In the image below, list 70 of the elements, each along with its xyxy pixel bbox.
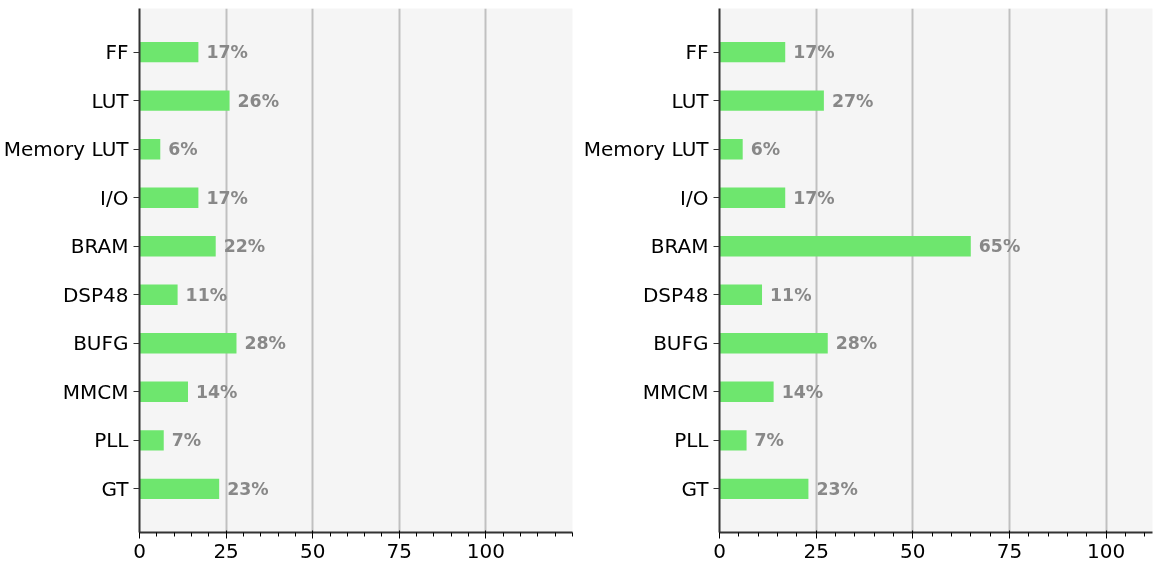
bar [719,236,971,257]
bar [719,381,774,402]
x-tick-label: 100 [466,538,505,563]
x-tick-label: 0 [133,538,146,563]
bar [719,430,747,451]
data-label: 17% [206,42,248,63]
data-label: 17% [793,187,835,208]
data-label: 7% [754,430,784,451]
y-tick-label: I/O [680,185,709,210]
x-tick-label: 75 [386,538,413,563]
bar [719,478,809,500]
data-label: 26% [237,90,280,111]
y-tick-label: BUFG [653,331,709,356]
bar [719,187,786,208]
y-tick-label: MMCM [62,379,129,404]
data-label: 28% [835,333,878,354]
y-tick-label: DSP48 [62,282,129,307]
x-tick-label: 100 [1087,538,1126,563]
data-label: 6% [168,139,198,160]
data-label: 11% [770,284,812,305]
x-tick-label: 0 [713,538,726,563]
x-tick-label: 50 [900,538,926,563]
data-label: 28% [244,333,286,354]
data-label: 17% [793,42,835,63]
y-tick-label: PLL [94,428,130,453]
data-label: 27% [831,90,874,111]
data-label: 17% [206,187,248,208]
data-label: 14% [196,381,238,402]
y-tick-label: MMCM [642,379,709,404]
bar [139,284,178,305]
y-tick-label: BUFG [73,331,129,356]
bar [139,187,199,208]
bar [719,139,743,160]
bar [139,236,216,257]
bar [139,333,237,354]
x-tick-label: 75 [996,538,1023,563]
x-tick-label: 25 [213,538,239,563]
bar [719,284,763,305]
bar [719,333,828,354]
y-tick-label: DSP48 [642,282,709,307]
y-tick-label: FF [105,40,129,65]
bar [139,90,230,111]
y-tick-label: Memory LUT [3,137,130,162]
data-label: 65% [978,236,1021,257]
bar [139,41,199,63]
y-tick-label: LUT [671,88,710,113]
bar [139,430,164,451]
y-tick-label: GT [101,476,130,501]
y-tick-label: BRAM [650,234,709,259]
bar [719,41,786,63]
data-label: 14% [781,381,824,402]
data-label: 6% [750,139,781,160]
y-tick-label: LUT [91,88,130,113]
bar [719,90,824,111]
bar [139,478,220,500]
bar [139,139,161,160]
y-tick-label: GT [681,476,710,501]
x-tick-label: 50 [299,538,326,563]
x-tick-label: 25 [803,538,829,563]
data-label: 23% [227,478,269,499]
data-label: 23% [816,478,858,499]
data-label: 11% [185,284,228,305]
y-tick-label: I/O [100,185,129,210]
y-tick-label: PLL [674,428,710,453]
y-tick-label: FF [685,40,709,65]
y-tick-label: BRAM [70,234,129,259]
data-label: 22% [223,236,266,257]
data-label: 7% [171,430,202,451]
bar [139,381,188,402]
y-tick-label: Memory LUT [583,137,710,162]
